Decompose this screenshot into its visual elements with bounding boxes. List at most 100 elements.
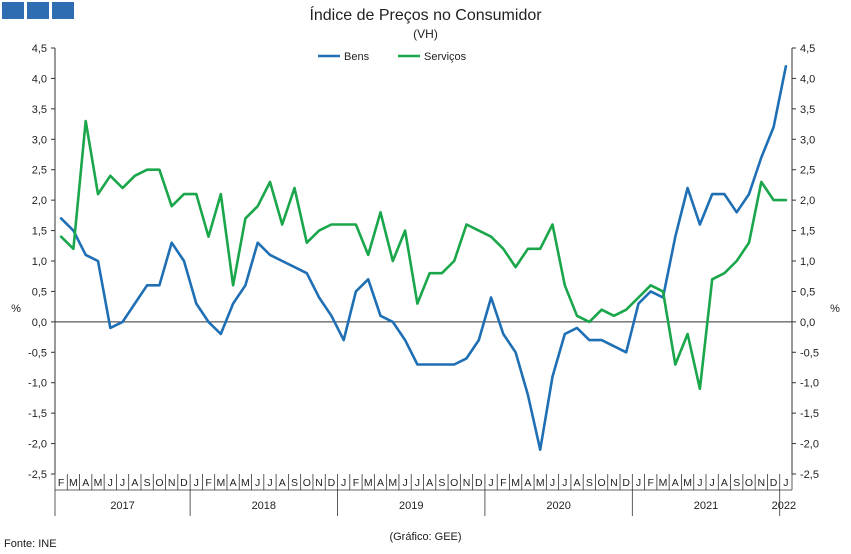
month-tick-label: J [108,477,113,489]
month-tick-label: S [733,477,740,489]
month-tick-label: J [255,477,260,489]
month-tick-label: J [710,477,715,489]
month-tick-label: F [500,477,506,489]
year-label: 2021 [694,500,718,512]
month-tick-label: F [205,477,211,489]
month-tick-label: M [94,477,103,489]
month-tick-label: A [672,477,679,489]
month-tick-label: S [144,477,151,489]
month-tick-label: S [438,477,445,489]
month-tick-label: M [216,477,225,489]
year-label: 2017 [110,500,134,512]
month-tick-label: A [377,477,384,489]
chart-title: Índice de Preços no Consumidor [309,7,542,24]
month-tick-label: M [388,477,397,489]
series-line-bens [59,65,788,452]
y-tick-label-left: 3,5 [32,104,47,116]
month-tick-label: J [488,477,493,489]
y-tick-label-left: -1,5 [28,408,47,420]
month-tick-label: D [328,477,336,489]
month-tick-label: S [586,477,593,489]
y-tick-label-right: -1,5 [800,408,819,420]
month-tick-label: A [230,477,237,489]
y-tick-label-right: 2,5 [800,165,815,177]
month-tick-label: D [622,477,630,489]
series-line-servicos [59,119,788,391]
y-tick-label-right: -0,5 [800,347,819,359]
legend-label-servicos: Serviços [424,51,467,63]
month-tick-label: J [402,477,407,489]
month-tick-label: M [659,477,668,489]
month-tick-label: F [58,477,64,489]
month-tick-label: N [757,477,765,489]
y-tick-label-left: 0,5 [32,286,47,298]
month-tick-label: F [648,477,654,489]
y-tick-label-right: 0,5 [800,286,815,298]
y-tick-label-left: 4,5 [32,43,47,55]
month-tick-label: M [683,477,692,489]
y-tick-label-right: 4,5 [800,43,815,55]
y-tick-label-right: -2,0 [800,439,819,451]
month-tick-label: J [562,477,567,489]
y-tick-label-right: -2,5 [800,469,819,481]
month-tick-label: J [636,477,641,489]
month-tick-label: F [353,477,359,489]
year-label: 2018 [252,500,276,512]
month-tick-label: A [574,477,581,489]
y-tick-label-left: 4,0 [32,73,47,85]
y-tick-label-left: 2,5 [32,165,47,177]
y-tick-label-left: -1,0 [28,378,47,390]
month-tick-label: J [341,477,346,489]
month-tick-label: O [155,477,163,489]
year-label: 2022 [772,500,796,512]
y-axis-unit-right: % [830,303,840,315]
logo-square [2,2,24,19]
month-tick-label: A [131,477,138,489]
y-tick-label-left: -2,0 [28,439,47,451]
month-tick-label: J [550,477,555,489]
month-tick-label: J [783,477,788,489]
month-tick-label: O [598,477,606,489]
month-tick-label: S [291,477,298,489]
y-tick-label-right: 3,0 [800,134,815,146]
month-tick-label: A [82,477,89,489]
month-tick-label: M [241,477,250,489]
month-tick-label: M [511,477,520,489]
month-tick-label: D [475,477,483,489]
logo-square [27,2,49,19]
y-tick-label-right: 2,0 [800,195,815,207]
month-tick-label: A [426,477,433,489]
y-tick-label-left: 3,0 [32,134,47,146]
month-tick-label: N [315,477,323,489]
month-tick-label: J [194,477,199,489]
month-tick-label: J [267,477,272,489]
y-tick-label-right: 0,0 [800,317,815,329]
y-tick-label-right: -1,0 [800,378,819,390]
month-tick-label: A [524,477,531,489]
month-tick-label: M [69,477,78,489]
month-tick-label: D [180,477,188,489]
month-tick-label: M [364,477,373,489]
y-tick-label-right: 1,5 [800,226,815,238]
y-tick-label-left: 1,5 [32,226,47,238]
y-tick-label-left: 1,0 [32,256,47,268]
y-tick-label-left: -0,5 [28,347,47,359]
month-tick-label: A [279,477,286,489]
month-tick-label: M [536,477,545,489]
y-tick-label-right: 3,5 [800,104,815,116]
month-tick-label: N [610,477,618,489]
y-tick-label-left: 0,0 [32,317,47,329]
month-tick-label: D [770,477,778,489]
month-tick-label: N [463,477,471,489]
month-tick-label: N [168,477,176,489]
y-tick-label-left: 2,0 [32,195,47,207]
month-tick-label: A [721,477,728,489]
chart-subtitle: (VH) [413,27,438,41]
y-tick-label-right: 1,0 [800,256,815,268]
month-tick-label: O [745,477,753,489]
legend-label-bens: Bens [344,51,370,63]
logo [2,2,74,19]
month-tick-label: O [303,477,311,489]
month-tick-label: O [450,477,458,489]
